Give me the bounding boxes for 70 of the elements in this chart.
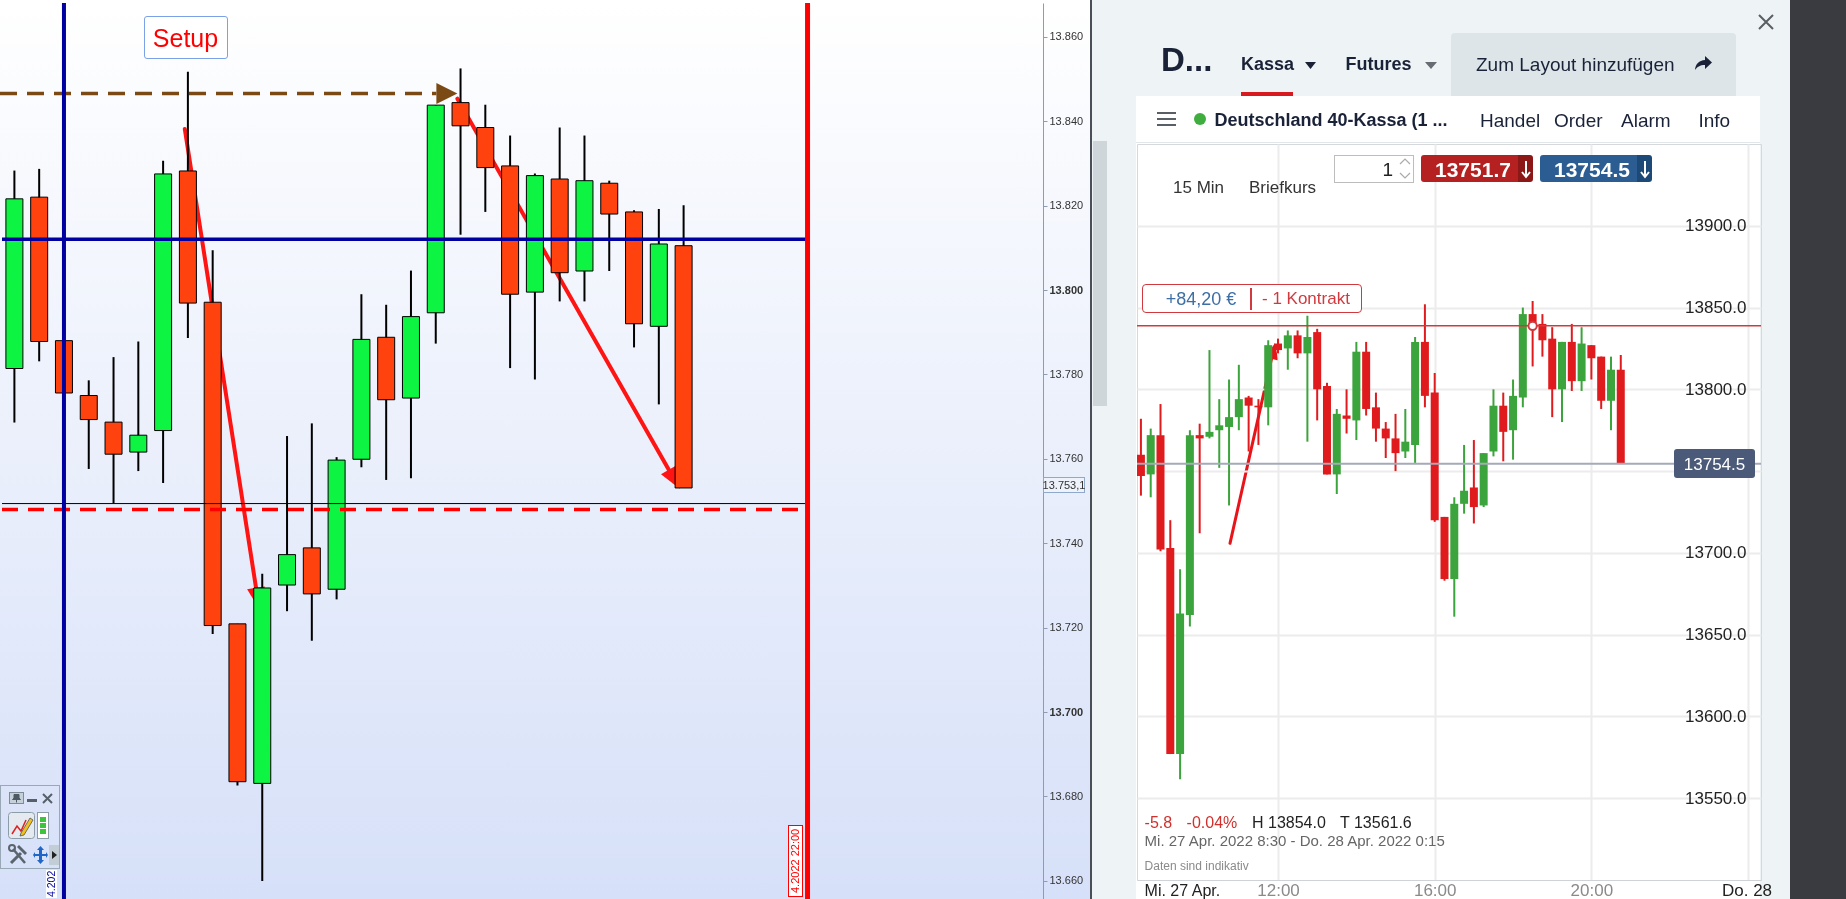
candlestick	[1205, 349, 1214, 440]
candlestick	[1234, 363, 1243, 432]
candlestick	[1293, 329, 1302, 360]
candlestick	[1401, 407, 1410, 460]
x-tick-label: 12:00	[1257, 880, 1300, 899]
candlestick	[1587, 344, 1596, 381]
y-tick-label: 13900.0	[1685, 216, 1747, 236]
annotation: 4.202	[45, 869, 57, 898]
ref-line-label: 13754.5	[1683, 454, 1746, 474]
y-tick-label: 13650.0	[1685, 625, 1747, 645]
text: Handel	[1480, 109, 1541, 131]
annotation: 13.753,1	[1042, 478, 1086, 491]
text: Zum Layout hinzufügen	[1476, 53, 1675, 75]
text: Futures	[1345, 54, 1412, 75]
text: Alarm	[1621, 109, 1671, 131]
chart-title: Deutschland 40-Kassa (1 ...	[1214, 110, 1448, 131]
y-tick-label: 13800.0	[1685, 379, 1747, 399]
annotation: 4.2022 22:00	[788, 824, 803, 897]
annotation: 13754.5	[1554, 157, 1630, 181]
y-tick-label: 13550.0	[1685, 788, 1747, 808]
y-tick-label: 13.720	[1049, 621, 1084, 634]
candlestick	[1137, 417, 1145, 497]
y-tick-label: 13600.0	[1685, 706, 1747, 726]
candlestick	[1342, 388, 1351, 435]
annotation: Setup	[152, 23, 219, 52]
text: Order	[1554, 109, 1603, 131]
candlestick	[1371, 391, 1380, 443]
y-tick-label: 13.700	[1049, 705, 1084, 718]
y-tick-label: 13.740	[1049, 536, 1084, 549]
candlestick	[1303, 314, 1312, 443]
annotation: 1	[1382, 158, 1393, 180]
candlestick	[1225, 378, 1234, 507]
candlestick	[1244, 394, 1253, 453]
annotation: Daten sind indikativ	[1144, 859, 1249, 874]
y-tick-label: 13700.0	[1685, 543, 1747, 563]
annotation: Mi. 27 Apr. 2022 8:30 - Do. 28 Apr. 2022 0:15	[1144, 831, 1445, 849]
candlestick	[1283, 329, 1292, 371]
candlestick	[451, 67, 470, 236]
annotation: T 13561.6	[1340, 814, 1412, 832]
text: Kassa	[1241, 54, 1295, 75]
candlestick	[129, 340, 148, 473]
annotation: +84,20 €	[1165, 289, 1237, 310]
y-tick-label: 13850.0	[1685, 298, 1747, 318]
candlestick	[1469, 439, 1478, 525]
text: D...	[1161, 41, 1213, 79]
text: Info	[1698, 109, 1731, 131]
annotation: 13751.7	[1435, 157, 1511, 181]
y-tick-label: 13.800	[1049, 283, 1084, 296]
text: Mi. 27 Apr.	[1144, 881, 1221, 899]
y-tick-label: 13.840	[1049, 114, 1084, 127]
candlestick	[1381, 421, 1390, 460]
annotation: -5.8	[1144, 814, 1173, 832]
y-tick-label: 13.780	[1049, 367, 1084, 380]
text: Do. 28	[1721, 881, 1773, 899]
legend-label: - 1 Kontrakt	[1250, 287, 1350, 310]
candlestick	[1215, 398, 1224, 469]
candlestick	[1460, 443, 1469, 515]
annotation: 15 Min	[1173, 177, 1225, 197]
candlestick	[1391, 412, 1400, 473]
y-tick-label: 13.820	[1049, 199, 1084, 212]
y-tick-label: 13.860	[1049, 30, 1084, 43]
annotation: -0.04%	[1186, 814, 1238, 832]
annotation: H 13854.0	[1252, 814, 1326, 832]
x-tick-label: 16:00	[1413, 880, 1457, 899]
x-tick-label: 20:00	[1570, 880, 1614, 899]
annotation: Briefkurs	[1249, 177, 1317, 197]
y-tick-label: 13.760	[1049, 452, 1084, 465]
y-tick-label: 13.680	[1049, 789, 1084, 802]
candlestick	[1195, 422, 1204, 535]
y-tick-label: 13.660	[1049, 874, 1084, 887]
